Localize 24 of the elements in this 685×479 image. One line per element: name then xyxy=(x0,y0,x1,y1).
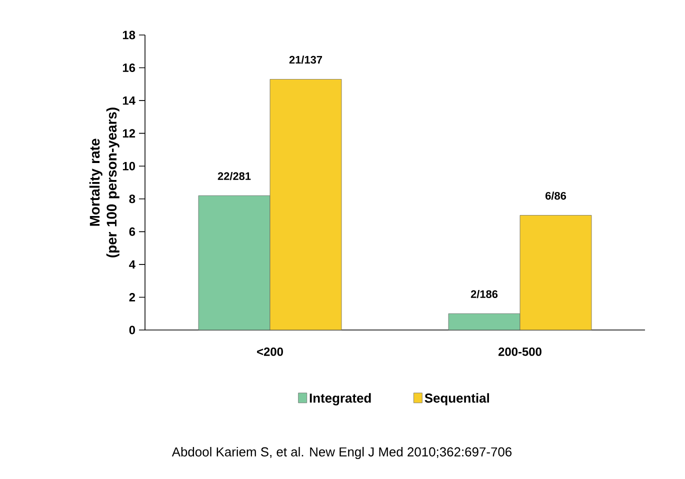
data-label: 22/281 xyxy=(218,172,251,180)
y-tick-label: 14 xyxy=(122,96,136,105)
y-tick-label: 4 xyxy=(129,260,136,269)
x-tick-label: 200-500 xyxy=(498,347,542,356)
y-tick-label: 18 xyxy=(122,30,136,40)
y-tick-label: 12 xyxy=(122,129,136,138)
bar xyxy=(198,195,270,330)
y-tick-label: 10 xyxy=(122,162,136,170)
bar xyxy=(270,79,342,330)
y-axis-title: Mortality rate (per 100 person-years) xyxy=(89,108,120,258)
legend-label: Integrated xyxy=(310,393,371,406)
text: Abdool Kariem S, et al. New Engl J Med 2010;362:697-706 xyxy=(172,446,512,460)
y-tick-label: 16 xyxy=(122,64,136,72)
data-label: 6/86 xyxy=(545,192,566,200)
bar xyxy=(520,215,592,330)
y-tick-label: 8 xyxy=(129,194,136,204)
data-label: 21/137 xyxy=(289,56,322,64)
legend-label: Sequential xyxy=(424,393,489,406)
y-tick-label: 2 xyxy=(129,293,136,302)
y-tick-label: 0 xyxy=(129,326,136,334)
x-tick-label: <200 xyxy=(257,347,283,356)
bar xyxy=(448,313,520,330)
data-label: 2/186 xyxy=(470,290,498,298)
y-tick-label: 6 xyxy=(129,227,136,236)
